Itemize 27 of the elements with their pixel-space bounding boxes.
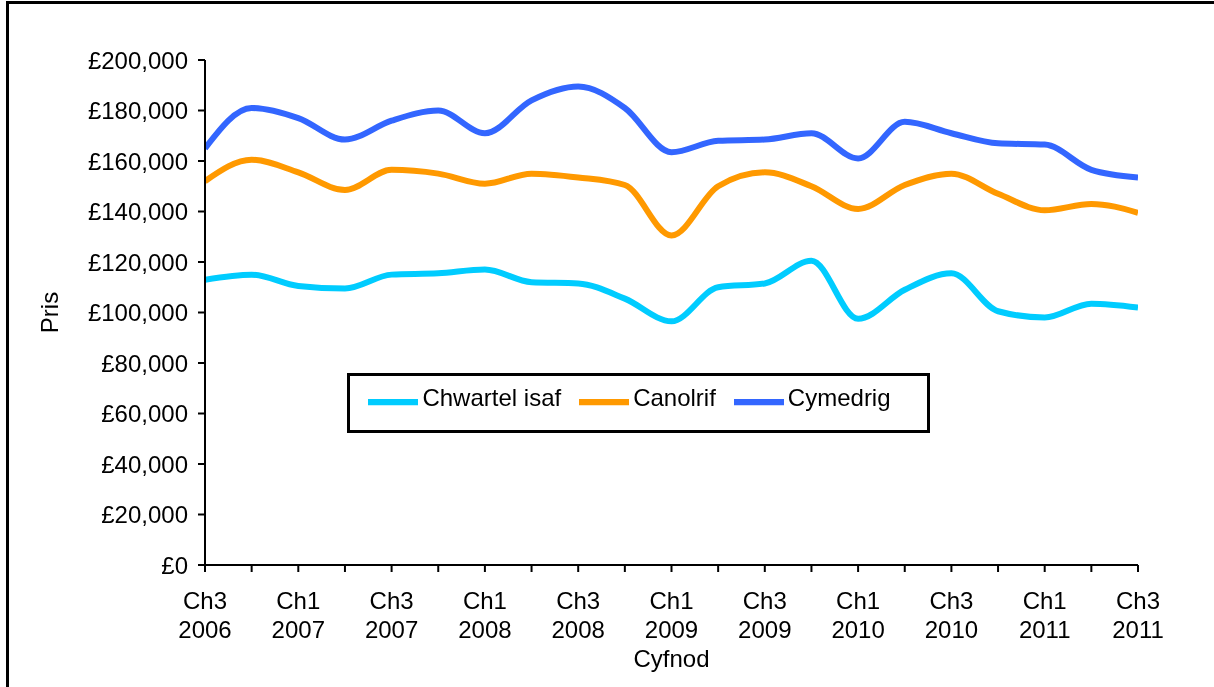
x-tick-label: Ch1 2007 [271, 586, 325, 643]
legend-label: Chwartel isaf [422, 384, 562, 412]
x-tick-label: Ch3 2006 [178, 586, 232, 643]
y-tick-label: £20,000 [101, 501, 188, 529]
y-tick-label: £200,000 [87, 46, 188, 74]
y-tick-label: £180,000 [87, 97, 188, 125]
y-tick-label: £100,000 [87, 299, 188, 327]
x-tick-label: Ch1 2010 [831, 586, 885, 643]
y-tick-label: £120,000 [87, 248, 188, 276]
y-tick-label: £40,000 [101, 450, 188, 478]
y-tick-label: £60,000 [101, 400, 188, 428]
x-tick-label: Ch3 2010 [924, 586, 979, 643]
x-tick-label: Ch3 2007 [364, 586, 419, 643]
x-tick-label: Ch1 2009 [644, 586, 699, 643]
x-tick-label: Ch1 2008 [458, 586, 512, 643]
x-tick-label: Ch3 2008 [551, 586, 605, 643]
y-tick-label: £140,000 [87, 198, 188, 226]
x-tick-label: Ch3 2009 [738, 586, 792, 643]
x-tick-label: Ch3 2011 [1112, 586, 1164, 643]
legend-label: Canolrif [633, 384, 716, 412]
y-tick-label: £80,000 [101, 349, 188, 377]
x-axis-title: Cyfnod [633, 645, 710, 672]
x-tick-label: Ch1 2011 [1018, 586, 1071, 643]
y-tick-label: £160,000 [87, 147, 188, 175]
legend-label: Cymedrig [787, 384, 891, 412]
y-axis-title: Pris [36, 291, 63, 334]
y-tick-label: £0 [161, 551, 188, 579]
